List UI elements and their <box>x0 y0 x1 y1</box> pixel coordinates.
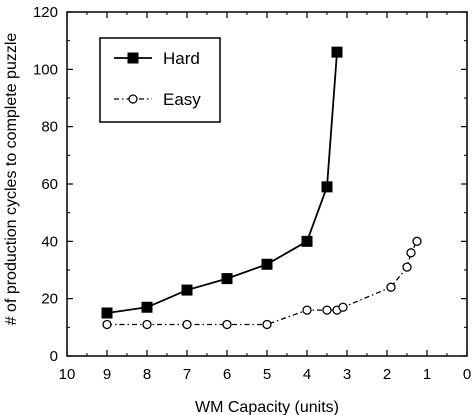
x-tick-label: 5 <box>263 366 271 383</box>
x-tick-label: 1 <box>423 366 431 383</box>
x-tick-label: 8 <box>143 366 151 383</box>
x-tick-label: 2 <box>383 366 391 383</box>
x-tick-label: 7 <box>183 366 191 383</box>
data-point-hard <box>141 301 153 313</box>
data-point-hard <box>181 284 193 296</box>
data-point-easy <box>386 282 396 292</box>
x-tick-label: 3 <box>343 366 351 383</box>
data-point-easy <box>182 319 192 330</box>
data-point-hard <box>221 273 233 285</box>
legend-marker-hard <box>127 52 139 64</box>
y-tick-label: 120 <box>33 4 58 21</box>
data-point-easy <box>406 248 416 258</box>
series-line-hard <box>106 52 338 314</box>
data-point-hard <box>331 46 343 58</box>
x-tick-label: 10 <box>59 366 76 383</box>
data-point-hard <box>301 235 313 247</box>
y-tick-label: 20 <box>41 291 58 308</box>
x-tick-label: 6 <box>223 366 231 383</box>
x-tick-label: 0 <box>463 366 471 383</box>
data-point-hard <box>261 258 273 270</box>
data-point-easy <box>102 319 112 330</box>
legend-label-hard: Hard <box>163 49 200 68</box>
y-tick-label: 0 <box>50 348 58 365</box>
x-tick-label: 9 <box>103 366 111 383</box>
y-axis-label: # of production cycles to complete puzzl… <box>3 33 20 326</box>
data-point-hard <box>321 181 333 193</box>
y-tick-label: 40 <box>41 233 58 250</box>
x-tick-label: 4 <box>303 366 311 383</box>
legend-box <box>99 37 221 123</box>
series-line-easy <box>107 241 418 326</box>
legend-label-easy: Easy <box>163 90 201 109</box>
data-point-easy <box>322 305 332 315</box>
x-axis-label: WM Capacity (units) <box>195 399 339 415</box>
legend-marker-easy <box>128 94 138 104</box>
y-tick-label: 100 <box>33 61 58 78</box>
data-point-hard <box>101 307 113 319</box>
data-point-easy <box>262 319 272 330</box>
data-point-easy <box>222 319 232 330</box>
data-point-easy <box>412 236 422 246</box>
data-point-easy <box>402 262 412 272</box>
data-point-easy <box>142 319 152 330</box>
data-point-easy <box>302 305 312 315</box>
y-tick-label: 60 <box>41 176 58 193</box>
y-tick-label: 80 <box>41 119 58 136</box>
data-point-easy <box>338 302 348 312</box>
